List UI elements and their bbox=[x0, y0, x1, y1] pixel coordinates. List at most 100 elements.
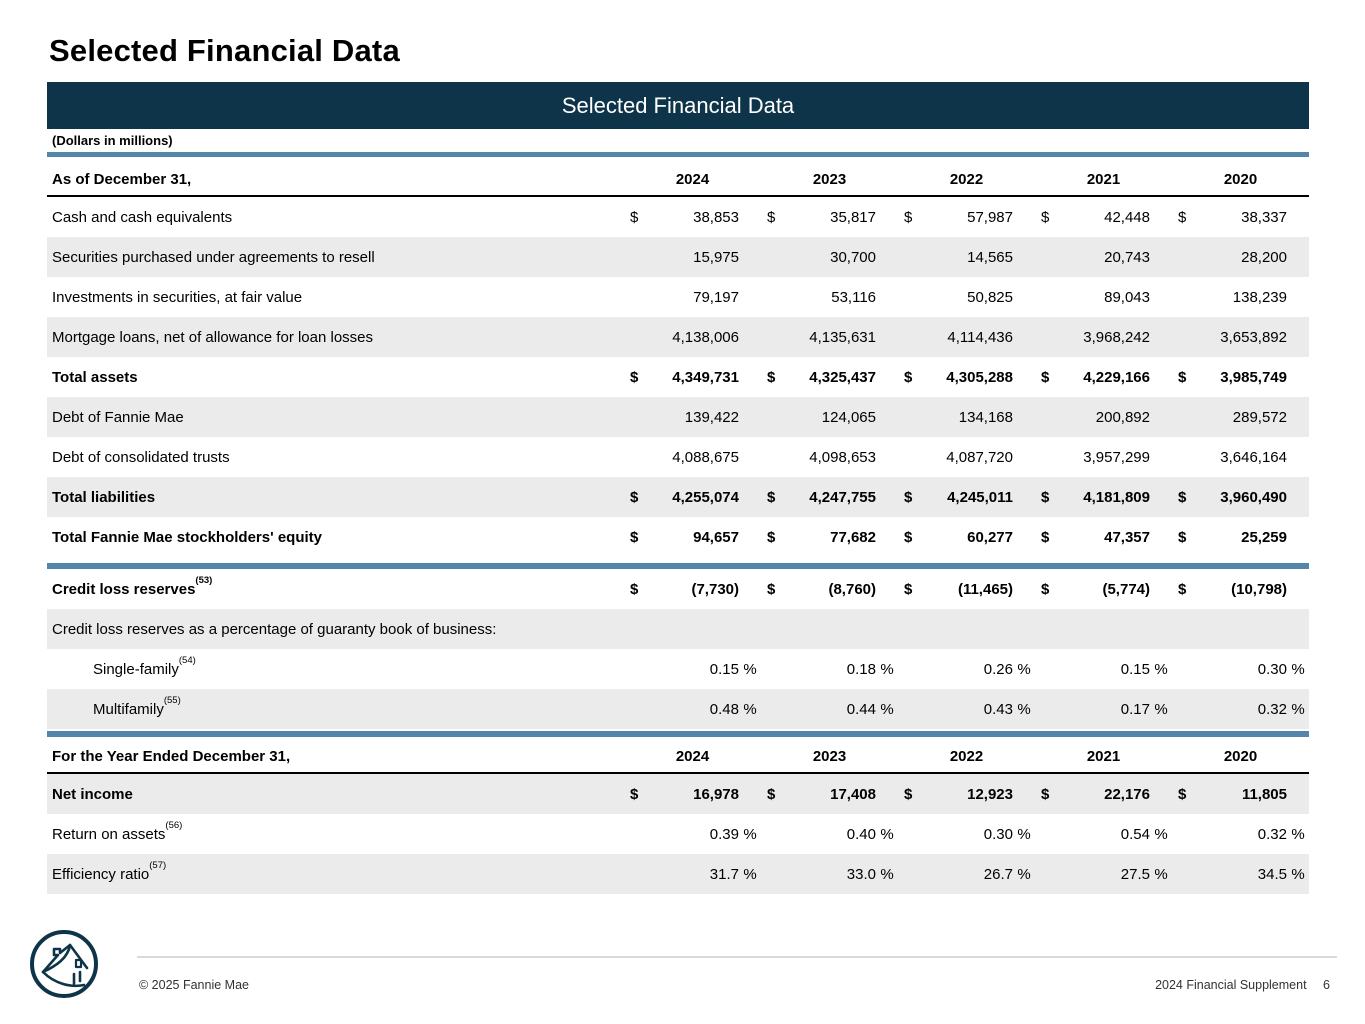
cell-value: 33.0 bbox=[846, 865, 876, 883]
table-row: Single-family(54) 0.15% 0.18% 0.26% 0.15% 0.3… bbox=[47, 649, 1309, 689]
cell-value: 0.15 bbox=[709, 660, 739, 678]
year-cell-group: 0.43% bbox=[898, 701, 1035, 718]
cell-value: 3,646,164 bbox=[1220, 448, 1287, 466]
row-label: Debt of Fannie Mae bbox=[52, 408, 184, 426]
year-cell-group: 30,700 bbox=[761, 249, 898, 266]
year-cell-group: $4,325,437 bbox=[761, 369, 898, 386]
section-header-label: For the Year Ended December 31, bbox=[52, 748, 291, 765]
table-row: Multifamily(55) 0.48% 0.44% 0.43% 0.17% 0.32% bbox=[47, 689, 1309, 729]
cell-value: 28,200 bbox=[1241, 248, 1287, 266]
year-cell-group: 139,422 bbox=[624, 409, 761, 426]
row-label: Mortgage loans, net of allowance for loa… bbox=[52, 328, 374, 346]
cell-value: 27.5 bbox=[1120, 865, 1150, 883]
cell-value: 25,259 bbox=[1241, 528, 1287, 546]
cell-value: 134,168 bbox=[958, 408, 1013, 426]
year-cell-group: $4,247,755 bbox=[761, 489, 898, 506]
percent-sign: % bbox=[743, 825, 757, 843]
cell-value: 4,245,011 bbox=[947, 488, 1013, 506]
dollar-sign: $ bbox=[630, 785, 639, 803]
table-row: Net income $16,978 $17,408 $12,923 $22,176 $1… bbox=[47, 774, 1309, 814]
section-header-row: As of December 31, 2024 2023 2022 2021 2020 bbox=[47, 164, 1309, 197]
cell-value: 30,700 bbox=[830, 248, 876, 266]
cell-value: 0.39 bbox=[709, 825, 739, 843]
cell-value: 138,239 bbox=[1232, 288, 1287, 306]
year-cell-group: 79,197 bbox=[624, 289, 761, 306]
dollar-sign: $ bbox=[630, 208, 639, 226]
year-cell-group: 0.18% bbox=[761, 661, 898, 678]
row-label: Total Fannie Mae stockholders' equity bbox=[52, 528, 323, 546]
cell-value: (11,465) bbox=[957, 580, 1013, 598]
year-header: 2020 bbox=[1223, 171, 1258, 188]
table-row: Total Fannie Mae stockholders' equity $94… bbox=[47, 517, 1309, 557]
year-cell-group: 20,743 bbox=[1035, 249, 1172, 266]
year-cell-group: 134,168 bbox=[898, 409, 1035, 426]
year-cell-group: $ (7,730) bbox=[624, 581, 761, 598]
year-cell-group: 0.39% bbox=[624, 826, 761, 843]
year-header: 2023 bbox=[812, 171, 847, 188]
dollar-sign: $ bbox=[1178, 208, 1187, 226]
year-cell-group: $3,985,749 bbox=[1172, 369, 1309, 386]
row-label: Total liabilities bbox=[52, 488, 156, 506]
percent-sign: % bbox=[1291, 660, 1305, 678]
percent-sign: % bbox=[1154, 825, 1168, 843]
year-cell-group: 3,646,164 bbox=[1172, 449, 1309, 466]
percent-sign: % bbox=[1291, 825, 1305, 843]
row-label: Investments in securities, at fair value bbox=[52, 288, 303, 306]
year-cell-group: 289,572 bbox=[1172, 409, 1309, 426]
table-row: Return on assets(56) 0.39% 0.40% 0.30% 0.54%… bbox=[47, 814, 1309, 854]
year-cell-group: 27.5% bbox=[1035, 866, 1172, 883]
cell-value: 60,277 bbox=[967, 528, 1013, 546]
footnote-reference: (57) bbox=[149, 859, 167, 871]
year-cell-group: 15,975 bbox=[624, 249, 761, 266]
year-cell-group: 4,098,653 bbox=[761, 449, 898, 466]
table-title-bar: Selected Financial Data bbox=[47, 82, 1309, 129]
year-cell-group: $4,255,074 bbox=[624, 489, 761, 506]
table-title: Selected Financial Data bbox=[561, 93, 795, 118]
cell-value: 3,985,749 bbox=[1220, 368, 1287, 386]
year-cell-group: 33.0% bbox=[761, 866, 898, 883]
steel-divider bbox=[47, 563, 1309, 569]
year-cell-group: 3,957,299 bbox=[1035, 449, 1172, 466]
dollar-sign: $ bbox=[1178, 785, 1187, 803]
year-header: 2023 bbox=[812, 748, 847, 765]
year-cell-group: 0.54% bbox=[1035, 826, 1172, 843]
cell-value: 31.7 bbox=[709, 865, 739, 883]
year-cell-group: 26.7% bbox=[898, 866, 1035, 883]
cell-value: 26.7 bbox=[983, 865, 1013, 883]
year-cell-group: $3,960,490 bbox=[1172, 489, 1309, 506]
year-header: 2021 bbox=[1086, 748, 1121, 765]
cell-value: 0.15 bbox=[1120, 660, 1150, 678]
dollar-sign: $ bbox=[1041, 580, 1050, 598]
cell-value: 4,135,631 bbox=[809, 328, 876, 346]
dollar-sign: $ bbox=[767, 785, 776, 803]
year-cell-group: 200,892 bbox=[1035, 409, 1172, 426]
cell-value: 3,957,299 bbox=[1083, 448, 1150, 466]
year-cell-group: $ (8,760) bbox=[761, 581, 898, 598]
year-header: 2024 bbox=[675, 171, 710, 188]
dollar-sign: $ bbox=[904, 528, 913, 546]
cell-value: 14,565 bbox=[967, 248, 1013, 266]
year-cell-group: 0.17% bbox=[1035, 701, 1172, 718]
year-cell-group: 0.32% bbox=[1172, 701, 1309, 718]
year-cell-group: $ (10,798) bbox=[1172, 581, 1309, 598]
year-cell-group: 4,114,436 bbox=[898, 329, 1035, 346]
financial-table: As of December 31, 2024 2023 2022 2021 2020 Ca… bbox=[47, 164, 1309, 894]
percent-sign: % bbox=[1291, 700, 1305, 718]
dollar-sign: $ bbox=[904, 208, 913, 226]
year-cell-group: 0.30% bbox=[1172, 661, 1309, 678]
cell-value: 0.18 bbox=[846, 660, 876, 678]
cell-value: 0.43 bbox=[983, 700, 1013, 718]
cell-value: 79,197 bbox=[693, 288, 739, 306]
dollar-sign: $ bbox=[904, 368, 913, 386]
year-cell-group: 0.32% bbox=[1172, 826, 1309, 843]
cell-value: 4,325,437 bbox=[809, 368, 876, 386]
percent-sign: % bbox=[1017, 700, 1031, 718]
cell-value: 0.48 bbox=[709, 700, 739, 718]
table-row: Securities purchased under agreements to… bbox=[47, 237, 1309, 277]
cell-value: 12,923 bbox=[967, 785, 1013, 803]
cell-value: (10,798) bbox=[1231, 580, 1287, 598]
doc-title: 2024 Financial Supplement bbox=[1155, 978, 1307, 992]
cell-value: 16,978 bbox=[693, 785, 739, 803]
year-cell-group: 31.7% bbox=[624, 866, 761, 883]
cell-value: 4,088,675 bbox=[672, 448, 739, 466]
